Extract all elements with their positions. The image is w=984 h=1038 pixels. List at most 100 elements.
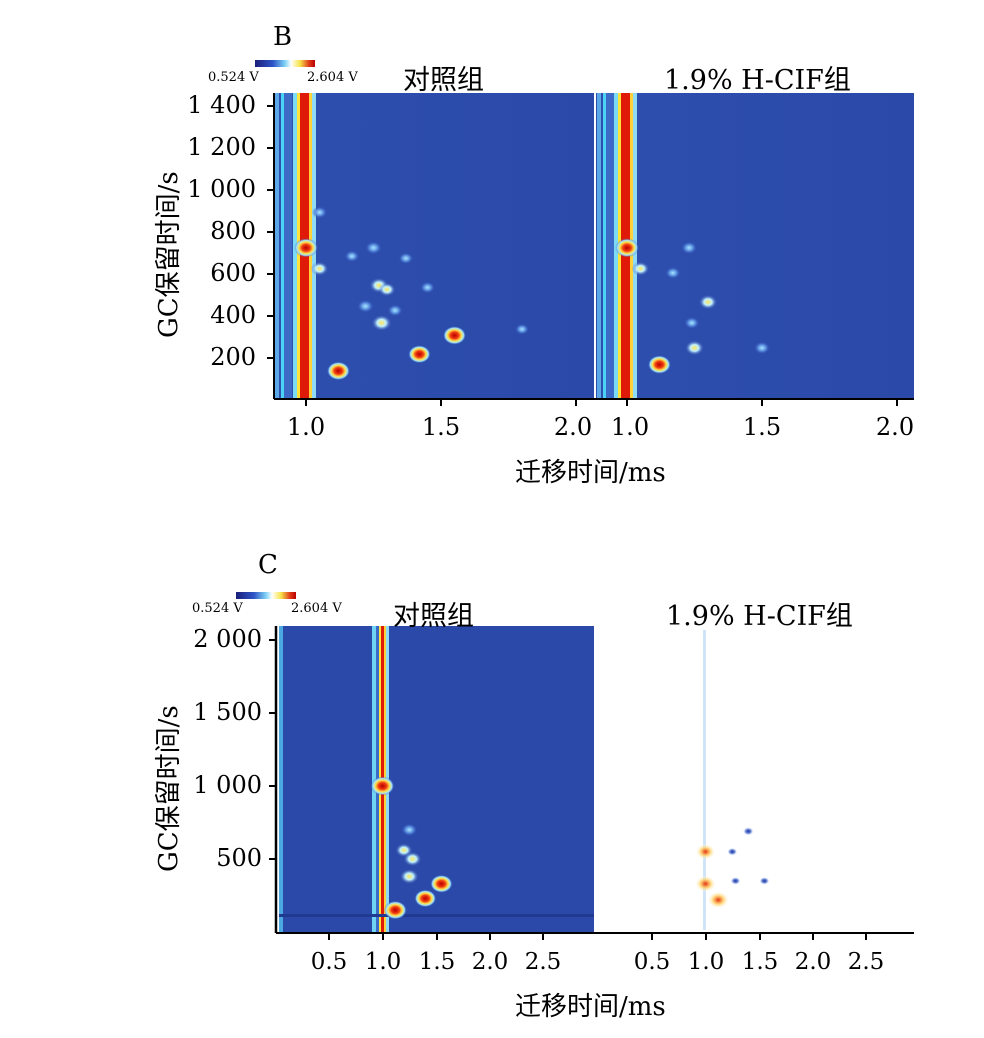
heatmap-peak: [698, 294, 718, 310]
x-tick-label: 0.5: [633, 949, 671, 975]
heatmap-peak: [294, 238, 318, 258]
heatmap-peak: [357, 299, 374, 313]
x-tick-label: 1.0: [364, 949, 402, 975]
x-tick-label: 2.0: [471, 949, 509, 975]
heatmap-peak: [707, 891, 730, 909]
y-tick-label: 1 500: [193, 698, 262, 726]
x-tick-label: 1.5: [741, 949, 779, 975]
heatmap-peak: [430, 874, 453, 893]
panel-b-x-axis-label: 迁移时间/ms: [515, 458, 666, 488]
panel-c-title-treatment: 1.9% H-CIF组: [666, 601, 853, 632]
heatmap-peak: [414, 889, 437, 908]
y-tick-label: 1 000: [187, 175, 256, 203]
panel-c-x-ticks-marks: [328, 933, 867, 940]
heatmap-peak: [371, 314, 392, 331]
colorbar-b-max-label: 2.604 V: [307, 70, 358, 85]
heatmap-peak: [398, 252, 414, 265]
y-tick-label: 2 000: [193, 625, 262, 653]
heatmap-peak: [326, 361, 350, 381]
panel-b-right-peaks: [615, 238, 770, 374]
x-tick-label: 1.0: [687, 949, 725, 975]
panel-b-left-heatmap-bg: [275, 93, 594, 398]
colorbar-c-max-label: 2.604 V: [291, 601, 342, 616]
faint-band: [703, 630, 706, 930]
heatmap-peak: [727, 847, 738, 856]
panel-b-title-control: 对照组: [403, 65, 484, 96]
heatmap-peak: [344, 250, 360, 262]
heatmap-peak: [631, 261, 650, 276]
heatmap-peak: [647, 355, 671, 374]
panel-b-title-treatment: 1.9% H-CIF组: [664, 65, 851, 96]
cyan-band: [281, 93, 284, 398]
x-tick-label: 2.5: [847, 949, 885, 975]
heatmap-peak: [401, 823, 418, 837]
x-tick-label: 2.0: [794, 949, 832, 975]
panel-c-y-ticks-marks: [269, 639, 276, 860]
heatmap-peak: [383, 900, 407, 920]
heatmap-peak: [365, 241, 382, 255]
y-tick-label: 500: [216, 844, 262, 872]
heatmap-peak: [759, 876, 770, 885]
heatmap-peak: [515, 323, 529, 335]
y-tick-label: 800: [210, 217, 256, 245]
heatmap-peak: [681, 241, 697, 255]
heatmap-peak: [730, 876, 741, 885]
panel-b-y-ticks-marks: [267, 105, 274, 359]
heatmap-peak: [694, 875, 717, 893]
left-edge-band: [275, 93, 279, 398]
heatmap-peak: [420, 281, 435, 294]
y-tick-label: 1 000: [193, 771, 262, 799]
heatmap-peak: [615, 238, 639, 258]
heatmap-peak: [311, 206, 328, 219]
heatmap-peak: [665, 266, 681, 279]
heatmap-peak: [695, 843, 716, 860]
x-tick-label: 1.5: [421, 413, 461, 441]
colorbar-c: [236, 592, 296, 599]
heatmap-peak: [684, 316, 700, 329]
left-edge-band: [597, 93, 601, 398]
x-tick-label: 1.5: [418, 949, 456, 975]
x-tick-label: 1.0: [286, 413, 326, 441]
x-tick-label: 1.0: [610, 413, 650, 441]
panel-b-right-heatmap-bg: [596, 93, 914, 398]
heatmap-peak: [370, 776, 395, 796]
heatmap-peak: [310, 261, 329, 276]
panel-divider: [594, 93, 596, 398]
x-tick-label: 0.5: [310, 949, 348, 975]
y-tick-label: 400: [210, 301, 256, 329]
dark-row: [279, 914, 594, 917]
y-tick-label: 1 400: [187, 91, 256, 119]
heatmap-peak: [408, 345, 431, 364]
y-tick-label: 600: [210, 259, 256, 287]
heatmap-peak: [754, 341, 770, 355]
x-tick-label: 1.5: [742, 413, 782, 441]
blue-band: [606, 93, 614, 398]
panel-c-right-peaks: [694, 827, 770, 909]
colorbar-b-min-label: 0.524 V: [208, 70, 259, 85]
panel-b-x-ticks-marks: [305, 399, 898, 406]
panel-label-b: B: [273, 22, 293, 52]
heatmap-peak: [443, 326, 466, 345]
x-tick-label: 2.0: [875, 413, 915, 441]
heatmap-peak: [403, 851, 422, 867]
heatmap-peak: [742, 827, 754, 836]
cyan-band: [372, 626, 376, 932]
heatmap-peak: [685, 340, 704, 356]
y-tick-label: 1 200: [187, 133, 256, 161]
y-tick-label: 200: [210, 343, 256, 371]
colorbar-b: [255, 60, 315, 67]
x-tick-label: 2.0: [553, 413, 593, 441]
heatmap-peak: [378, 282, 396, 297]
panel-c-left-peaks: [370, 776, 453, 920]
left-edge-band: [279, 626, 283, 932]
blue-band: [284, 93, 292, 398]
panel-c-x-axis-label: 迁移时间/ms: [515, 992, 666, 1022]
panel-c-title-control: 对照组: [393, 601, 474, 632]
heatmap-peak: [399, 869, 419, 884]
colorbar-c-min-label: 0.524 V: [192, 601, 243, 616]
heatmap-peak: [387, 304, 403, 317]
panel-label-c: C: [258, 550, 278, 580]
cyan-band: [603, 93, 606, 398]
x-tick-label: 2.5: [524, 949, 562, 975]
